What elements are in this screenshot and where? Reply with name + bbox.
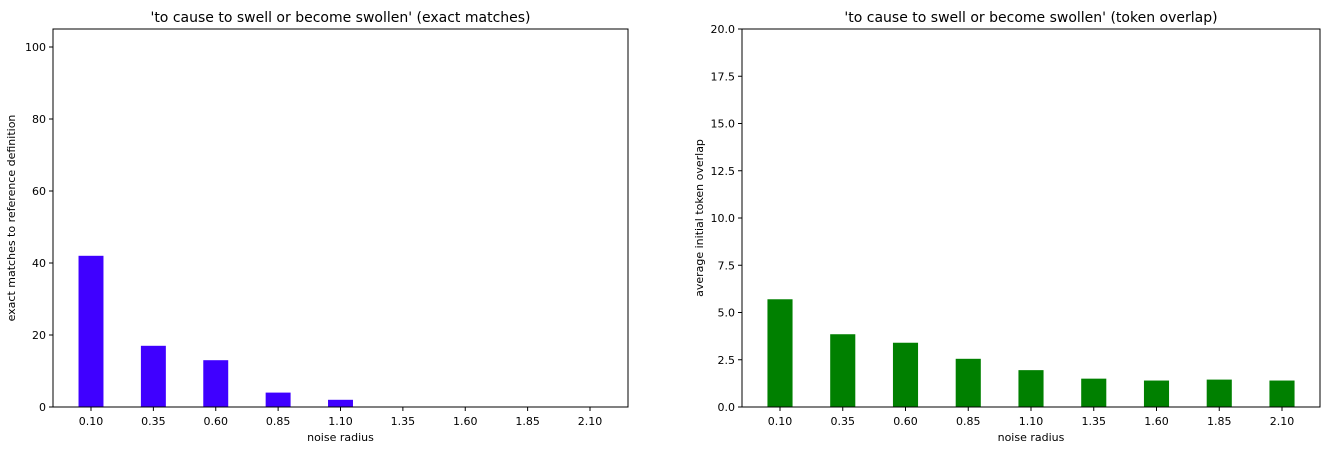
x-tick-label: 2.10 [578,415,603,428]
y-tick-label: 2.5 [718,354,736,367]
bar [1081,378,1107,407]
x-tick-label: 1.60 [1144,415,1169,428]
y-tick-label: 40 [32,257,46,270]
plot-frame [52,28,629,408]
bar [328,399,353,407]
x-tick-label: 1.35 [391,415,416,428]
y-tick-label: 20 [32,329,46,342]
bar [1018,370,1044,407]
x-tick-label: 0.35 [141,415,166,428]
x-tick-label: 1.85 [515,415,540,428]
bar [1269,380,1295,407]
chart-title: 'to cause to swell or become swollen' (e… [150,10,530,26]
y-tick-label: 0 [39,401,46,414]
x-tick-label: 0.35 [831,415,856,428]
y-axis-label: exact matches to reference definition [5,115,18,322]
x-tick-label: 0.60 [204,415,229,428]
y-tick-label: 7.5 [718,259,736,272]
bar [1206,379,1232,407]
x-tick-label: 0.85 [956,415,981,428]
x-tick-label: 0.10 [768,415,793,428]
x-tick-label: 1.85 [1207,415,1232,428]
y-tick-label: 17.5 [711,70,736,83]
bar [892,342,919,407]
y-axis-label: average initial token overlap [693,139,706,297]
x-axis-label: noise radius [307,431,374,444]
y-tick-label: 15.0 [711,118,736,131]
x-tick-label: 0.85 [266,415,291,428]
y-tick-label: 10.0 [711,212,736,225]
y-tick-label: 100 [25,41,46,54]
x-axis-label: noise radius [998,431,1065,444]
x-tick-label: 1.10 [1019,415,1044,428]
bar [830,334,856,407]
bar [767,299,793,407]
y-tick-label: 5.0 [718,307,736,320]
x-tick-label: 1.35 [1082,415,1107,428]
y-tick-label: 0.0 [718,401,736,414]
bar [265,392,291,407]
y-tick-label: 20.0 [711,23,736,36]
bar [140,345,166,407]
x-tick-label: 1.60 [453,415,478,428]
plot-frame [741,28,1321,408]
bar [203,360,229,407]
x-tick-label: 0.10 [79,415,104,428]
bar [955,358,981,407]
x-tick-label: 0.60 [893,415,918,428]
bar [1143,380,1170,407]
y-tick-label: 60 [32,185,46,198]
x-tick-label: 1.10 [328,415,353,428]
chart-title: 'to cause to swell or become swollen' (t… [844,10,1217,26]
y-tick-label: 12.5 [711,165,736,178]
y-tick-label: 80 [32,113,46,126]
bar [78,255,104,407]
x-tick-label: 2.10 [1270,415,1295,428]
